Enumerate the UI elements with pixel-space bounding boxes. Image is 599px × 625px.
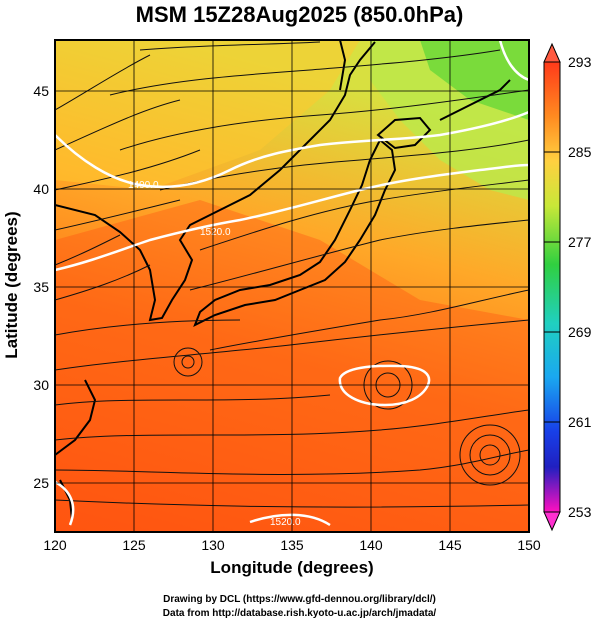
contour-label: 1490.0 [128,180,159,191]
contour-label: 1520.0 [270,517,301,528]
x-axis: 120 125 130 135 140 145 150 [43,537,541,553]
y-axis-label: Latitude (degrees) [2,211,21,359]
x-tick-label: 140 [359,537,383,553]
colorbar-top-arrow [543,42,561,63]
height-contours [55,40,529,527]
credit-drawing: Drawing by DCL (https://www.gfd-dennou.o… [163,594,436,605]
x-tick-label: 125 [122,537,146,553]
x-axis-label: Longitude (degrees) [210,558,374,577]
colorbar-tick-label: 285 [568,144,592,160]
y-tick-label: 25 [33,475,49,491]
colorbar-tick-label: 277 [568,234,592,250]
y-axis: 25 30 35 40 45 [33,83,49,491]
x-tick-label: 130 [201,537,225,553]
plot-frame [54,39,530,533]
colorbar-tick-label: 293 [568,54,592,70]
y-tick-label: 40 [33,181,49,197]
colorbar-tick-label: 261 [568,414,592,430]
streamlines [55,41,529,508]
x-tick-label: 120 [43,537,67,553]
colorbar: 293 285 277 269 261 253 [543,42,592,532]
x-tick-label: 150 [517,537,541,553]
colorbar-tick-label: 269 [568,324,592,340]
y-tick-label: 35 [33,279,49,295]
credit-data: Data from http://database.rish.kyoto-u.a… [162,608,437,619]
y-tick-label: 30 [33,377,49,393]
x-tick-label: 135 [280,537,304,553]
chart-title: MSM 15Z28Aug2025 (850.0hPa) [135,2,464,27]
x-tick-label: 145 [438,537,462,553]
contour-label: 1520.0 [200,227,231,238]
y-tick-label: 45 [33,83,49,99]
colorbar-bottom-arrow [543,511,561,532]
colorbar-tick-label: 253 [568,504,592,520]
